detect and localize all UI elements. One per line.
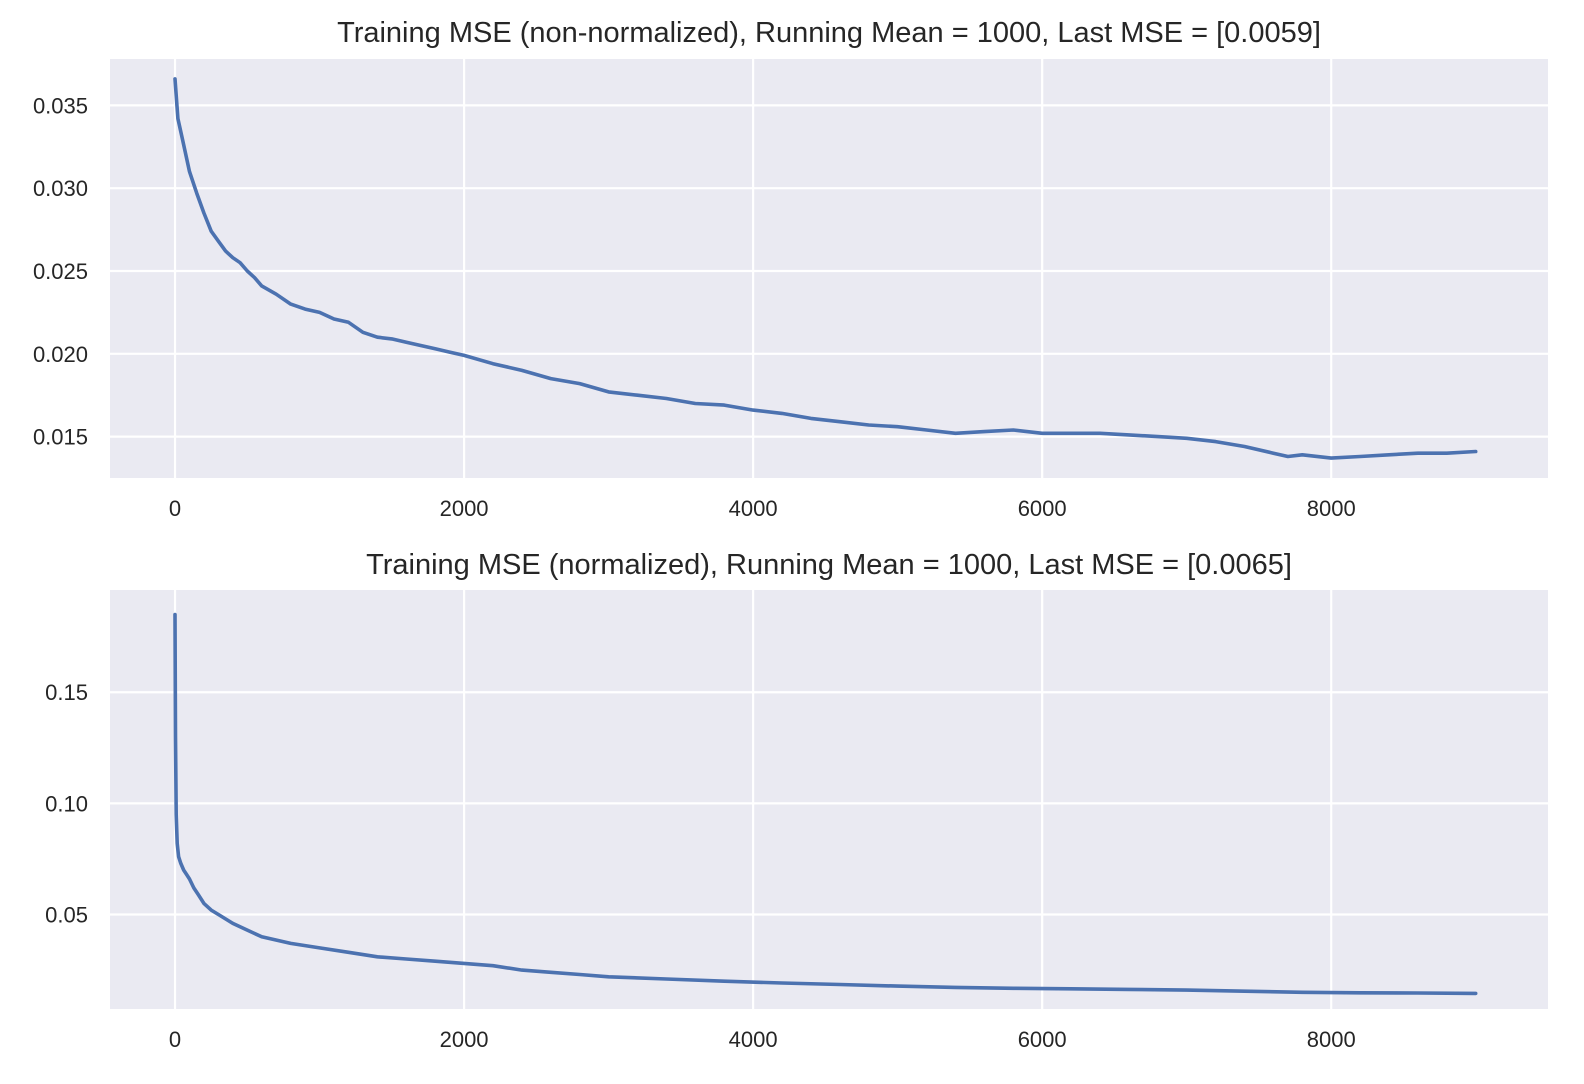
chart-title: Training MSE (non-normalized), Running M…	[337, 17, 1321, 49]
chart-panel-non-normalized: 0 2000 4000 6000 8000 0.015 0.020 0.025 0.030 0.0…	[33, 17, 1548, 521]
x-tick-label: 8000	[1307, 496, 1356, 521]
series-line	[173, 612, 1478, 996]
y-tick-label: 0.15	[45, 680, 88, 705]
y-tick-label: 0.020	[33, 342, 88, 367]
y-tick-label: 0.05	[45, 903, 88, 928]
chart-panel-normalized: 0 2000 4000 6000 8000 0.05 0.10 0.15 Training MS…	[45, 549, 1548, 1052]
y-tick-label: 0.015	[33, 425, 88, 450]
x-tick-label: 0	[169, 496, 181, 521]
x-tick-label: 4000	[729, 496, 778, 521]
x-tick-label: 2000	[440, 496, 489, 521]
x-tick-label: 6000	[1018, 496, 1067, 521]
y-tick-label: 0.035	[33, 93, 88, 118]
chart-title: Training MSE (normalized), Running Mean …	[366, 549, 1292, 581]
y-tick-label: 0.025	[33, 259, 88, 284]
series-line	[173, 77, 1478, 460]
plot-area	[110, 59, 1548, 478]
x-tick-label: 2000	[440, 1027, 489, 1052]
x-tick-label: 6000	[1018, 1027, 1067, 1052]
x-tick-label: 4000	[729, 1027, 778, 1052]
x-tick-label: 8000	[1307, 1027, 1356, 1052]
x-tick-label: 0	[169, 1027, 181, 1052]
y-tick-label: 0.10	[45, 791, 88, 816]
plot-area	[110, 590, 1548, 1009]
y-tick-label: 0.030	[33, 176, 88, 201]
